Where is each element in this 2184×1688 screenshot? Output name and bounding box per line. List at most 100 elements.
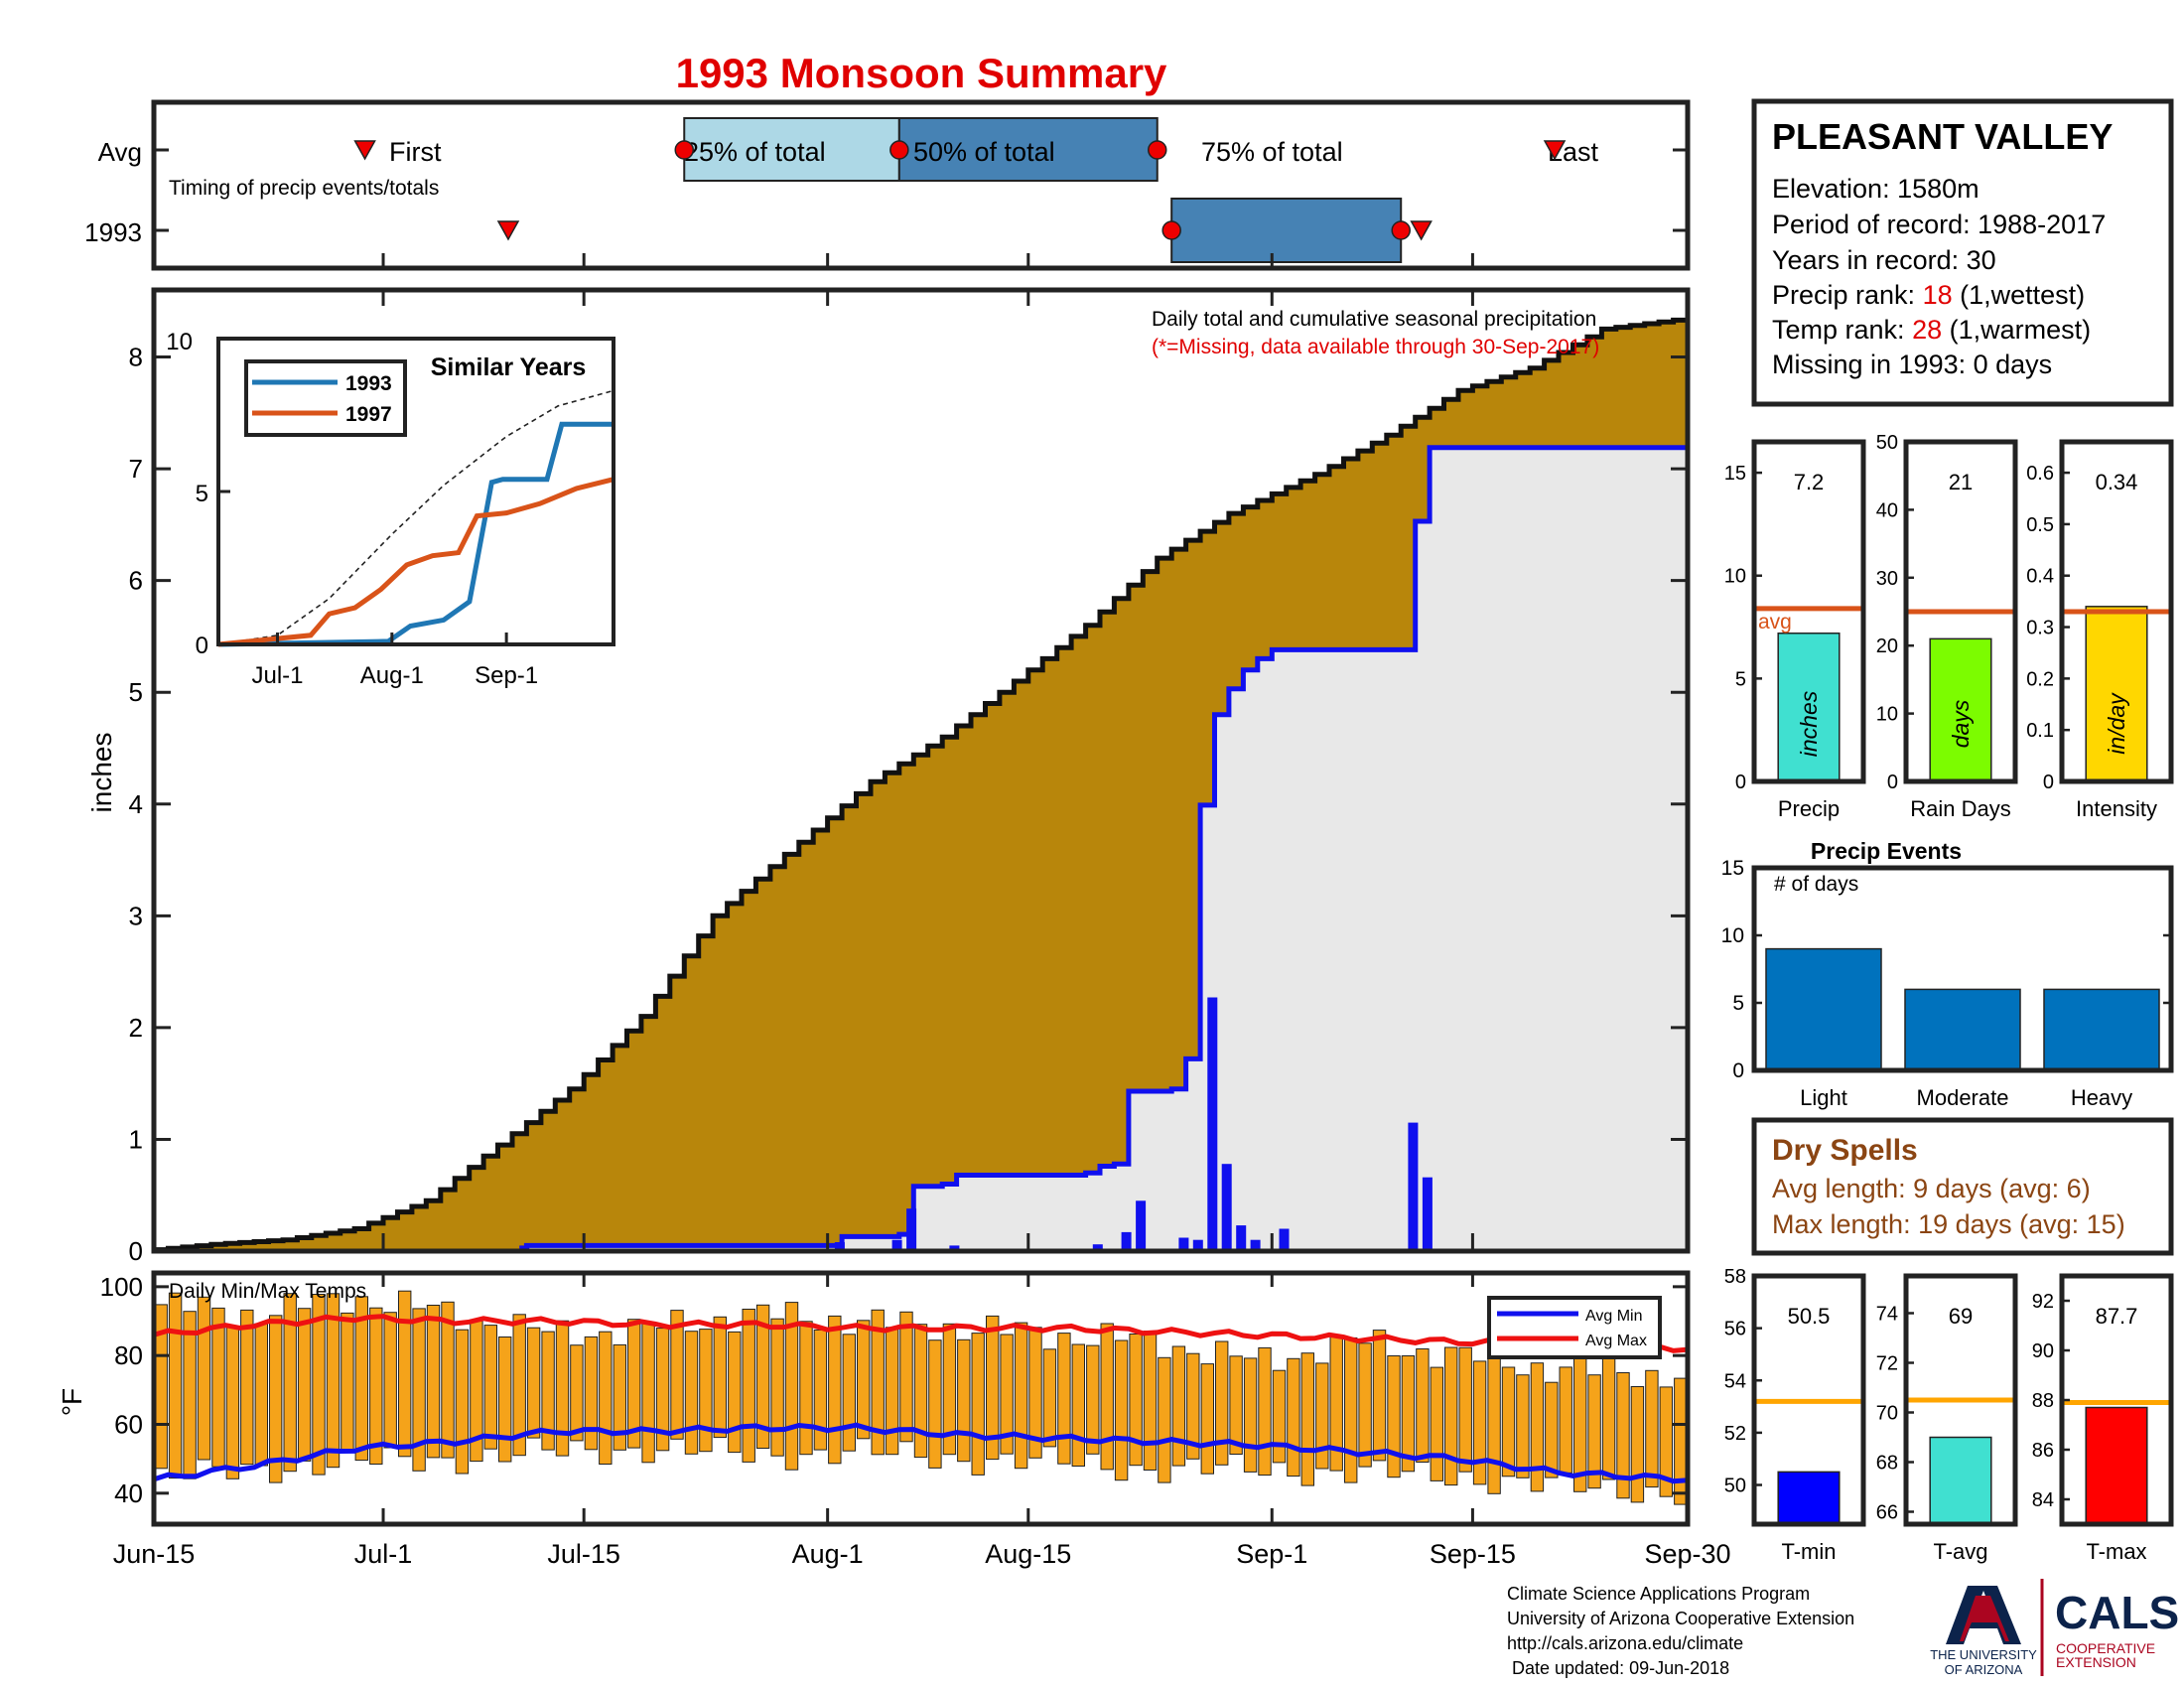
precip-panel: 0 1 2 3 4 5 6 7 8 Daily total and cumulative sea…	[86, 287, 1691, 1266]
daily-temp-bar	[240, 1309, 254, 1466]
inset-average-dashed-line	[217, 389, 614, 645]
x-tick-label: Aug-15	[985, 1539, 1071, 1569]
inset-1993-line	[217, 421, 614, 647]
daily-temp-bar	[269, 1315, 283, 1483]
daily-temp-bar	[254, 1323, 269, 1467]
y-tick-label: 3	[129, 901, 143, 930]
daily-temp-bar	[913, 1324, 928, 1459]
dry-spells-panel: Dry Spells Avg length: 9 days (avg: 6) M…	[1751, 1117, 2174, 1256]
mini-precip-charts: avg 7.2 0 5 10 15 inches Precip 21 0 10 20 30 40 50 day…	[1724, 432, 2174, 821]
daily-precip-bar	[949, 1245, 960, 1251]
t-avg-y-tick-label: 74	[1876, 1304, 1898, 1326]
daily-temp-bar	[1171, 1345, 1186, 1467]
daily-temp-bar	[1674, 1377, 1688, 1505]
daily-precip-bar	[1408, 1122, 1419, 1251]
station-years: Years in record: 30	[1772, 245, 1996, 275]
intensity-y-tick-label: 0.2	[2026, 668, 2054, 690]
daily-temp-bar	[1358, 1342, 1372, 1468]
intensity-unit-label: in/day	[2104, 692, 2129, 755]
daily-temp-bar	[168, 1292, 183, 1479]
precip-value: 7.2	[1794, 470, 1825, 494]
intensity-y-tick-label: 0.4	[2026, 566, 2054, 588]
rain-days-y-tick-label: 30	[1876, 568, 1898, 590]
daily-temp-bar	[1287, 1357, 1300, 1477]
year-q25-marker	[1161, 220, 1181, 240]
daily-precip-bar	[1092, 1244, 1103, 1251]
precip-plot	[154, 317, 1688, 1254]
university-logo: THE UNIVERSITY OF ARIZONA	[1930, 1586, 2037, 1677]
year-last-marker	[1410, 220, 1433, 241]
events-title: Precip Events	[1811, 838, 1962, 864]
daily-temp-bar	[326, 1293, 341, 1469]
daily-temp-bar	[498, 1336, 512, 1463]
x-tick-label: Jun-15	[113, 1539, 196, 1569]
daily-temp-bar	[1014, 1322, 1028, 1470]
daily-precip-bar	[891, 1239, 902, 1251]
daily-precip-bar	[1279, 1228, 1290, 1251]
rain-days-unit-label: days	[1948, 699, 1974, 748]
t-max-y-tick-label: 88	[2032, 1390, 2054, 1412]
timing-ticks	[154, 148, 1688, 266]
y-tick-label: 5	[129, 677, 143, 707]
events-y-tick-label: 5	[1732, 992, 1744, 1015]
intensity-value: 0.34	[2096, 470, 2138, 494]
timing-panel: Avg 1993 Timing of precip events/totals …	[84, 99, 1691, 271]
daily-temp-bar	[1416, 1348, 1430, 1463]
x-tick-label: Jul-15	[547, 1539, 620, 1569]
daily-temp-bar	[957, 1338, 971, 1463]
daily-precip-bar	[1178, 1237, 1189, 1251]
precip-y-label: inches	[86, 733, 117, 813]
daily-temp-bar	[341, 1312, 354, 1451]
daily-temp-bar	[412, 1308, 426, 1472]
daily-temp-bar	[312, 1294, 326, 1476]
x-tick-label: Aug-1	[792, 1539, 864, 1569]
daily-temp-bar	[1100, 1323, 1114, 1471]
t-min-label: T-min	[1782, 1539, 1837, 1564]
x-tick-label: Sep-15	[1430, 1539, 1516, 1569]
y-tick-label: 8	[129, 343, 143, 372]
daily-temp-bar	[1530, 1362, 1545, 1492]
inset-x-tick-label: Sep-1	[475, 662, 538, 689]
daily-temp-bar	[971, 1333, 985, 1476]
rain-days-y-tick-label: 0	[1887, 772, 1898, 793]
daily-temp-bar	[1114, 1339, 1129, 1481]
station-info: PLEASANT VALLEY Elevation: 1580m Period …	[1751, 98, 2174, 407]
precip-frame	[1751, 439, 1866, 784]
t-min-bar	[1777, 1471, 1841, 1525]
temps-plot	[153, 1290, 1689, 1505]
q50-label: 50% of total	[913, 137, 1055, 167]
daily-temp-bar	[1315, 1362, 1329, 1470]
inset-title: Similar Years	[431, 353, 587, 381]
station-elevation: Elevation: 1580m	[1772, 174, 1979, 204]
daily-temp-bar	[526, 1327, 541, 1439]
precip-events-panel: Precip Events Light Moderate Heavy 0 5 10 15 #…	[1721, 838, 2174, 1110]
daily-temp-bar	[297, 1308, 312, 1462]
t-min-frame	[1751, 1273, 1866, 1527]
timing-markers	[353, 140, 1567, 241]
daily-temp-bar	[599, 1331, 613, 1465]
event-category-label: Moderate	[1917, 1085, 2009, 1110]
event-bar	[2043, 988, 2160, 1071]
intensity-y-tick-label: 0.5	[2026, 514, 2054, 536]
temp-y-tick-label: 80	[114, 1340, 143, 1370]
precip-y-tick-label: 5	[1735, 668, 1746, 690]
figure-title: 1993 Monsoon Summary	[676, 50, 1167, 96]
t-min-y-tick-label: 52	[1724, 1423, 1746, 1445]
daily-temp-bar	[512, 1314, 526, 1457]
station-missing: Missing in 1993: 0 days	[1772, 350, 2052, 379]
rain-days-y-tick-label: 10	[1876, 704, 1898, 726]
temp-y-tick-label: 40	[114, 1478, 143, 1508]
cals-logo-sub-2: EXTENSION	[2056, 1654, 2136, 1670]
ua-logo-text-2: OF ARIZONA	[1945, 1662, 2023, 1677]
cumulative-1993-line	[512, 445, 1688, 1254]
x-tick-label: Sep-30	[1644, 1539, 1730, 1569]
rain-days-label: Rain Days	[1910, 796, 2010, 821]
t-max-value: 87.7	[2096, 1304, 2138, 1329]
avg-q75-marker	[1147, 140, 1167, 160]
precip-frame	[151, 287, 1691, 1254]
t-max-label: T-max	[2086, 1539, 2146, 1564]
daily-temp-bar	[1143, 1331, 1158, 1471]
temps-legend	[1487, 1296, 1662, 1359]
avg-max-line	[153, 1314, 1689, 1353]
t-avg-y-tick-label: 66	[1876, 1502, 1898, 1524]
